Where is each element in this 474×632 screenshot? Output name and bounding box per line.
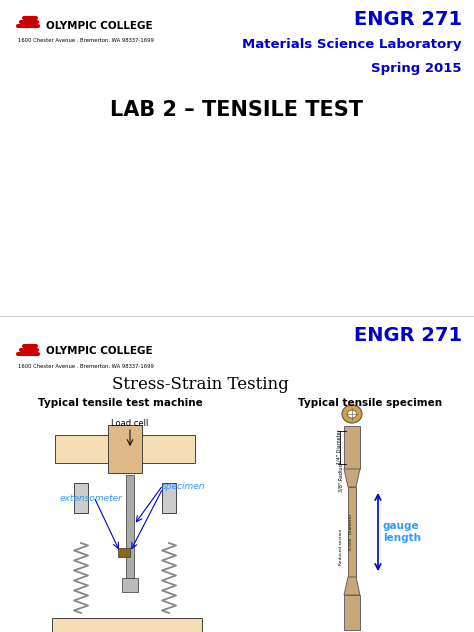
- Text: Typical tensile specimen: Typical tensile specimen: [298, 398, 442, 408]
- Text: Typical tensile test machine: Typical tensile test machine: [37, 398, 202, 408]
- Bar: [55, 435, 117, 463]
- Ellipse shape: [347, 410, 356, 418]
- Text: 1600 Chester Avenue . Bremerton, WA 98337-1699: 1600 Chester Avenue . Bremerton, WA 9833…: [18, 363, 154, 368]
- Bar: [344, 595, 360, 630]
- Text: specimen: specimen: [162, 482, 206, 491]
- Text: Spring 2015: Spring 2015: [372, 62, 462, 75]
- Text: gauge
length: gauge length: [383, 521, 421, 543]
- Text: Stress-Strain Testing: Stress-Strain Testing: [111, 376, 288, 393]
- Text: 3/8" Radius: 3/8" Radius: [339, 464, 344, 492]
- Text: Reduced section: Reduced section: [339, 529, 343, 565]
- Bar: [162, 483, 176, 513]
- Polygon shape: [344, 469, 360, 487]
- Bar: [108, 425, 142, 473]
- Text: OLYMPIC COLLEGE: OLYMPIC COLLEGE: [46, 21, 153, 31]
- Polygon shape: [344, 577, 360, 595]
- Text: 0.505" Diameter: 0.505" Diameter: [349, 514, 353, 550]
- Text: ENGR 271: ENGR 271: [354, 326, 462, 345]
- Text: Materials Science Laboratory: Materials Science Laboratory: [243, 38, 462, 51]
- Bar: [348, 487, 356, 577]
- Text: 1/4" Diameter: 1/4" Diameter: [337, 430, 342, 465]
- Text: extensometer: extensometer: [60, 494, 123, 503]
- Text: LAB 2 – TENSILE TEST: LAB 2 – TENSILE TEST: [110, 100, 364, 120]
- Text: Load cell: Load cell: [111, 419, 149, 428]
- Bar: [133, 435, 195, 463]
- Bar: [122, 578, 138, 592]
- Bar: [344, 426, 360, 469]
- Bar: [126, 475, 134, 578]
- Bar: [118, 548, 130, 557]
- Bar: [74, 483, 88, 513]
- Bar: [52, 618, 202, 632]
- Text: 1600 Chester Avenue . Bremerton, WA 98337-1699: 1600 Chester Avenue . Bremerton, WA 9833…: [18, 37, 154, 42]
- Text: OLYMPIC COLLEGE: OLYMPIC COLLEGE: [46, 346, 153, 356]
- Ellipse shape: [342, 405, 362, 423]
- Text: ENGR 271: ENGR 271: [354, 10, 462, 29]
